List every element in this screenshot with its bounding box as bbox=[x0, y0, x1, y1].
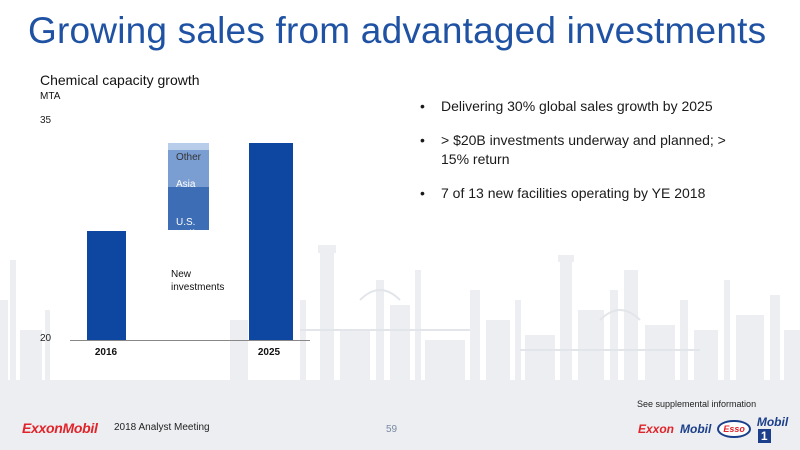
bullet-list: • Delivering 30% global sales growth by 2… bbox=[420, 97, 750, 218]
footer-meeting-name: 2018 Analyst Meeting bbox=[114, 422, 210, 433]
bar-2025 bbox=[249, 142, 293, 340]
bar-segment-other bbox=[168, 142, 209, 151]
esso-logo: Esso bbox=[717, 420, 751, 438]
bullet-item: • > $20B investments underway and planned… bbox=[420, 131, 750, 169]
exxonmobil-logo: ExxonMobil bbox=[22, 420, 98, 436]
slide-title: Growing sales from advantaged investment… bbox=[28, 10, 767, 51]
category-label-2016: 2016 bbox=[94, 347, 118, 358]
segment-label-asia: Asia bbox=[176, 179, 196, 190]
bar-2016 bbox=[87, 230, 126, 340]
segment-label-gulf: U.S. Gulf Coast bbox=[176, 217, 203, 252]
bullet-item: • Delivering 30% global sales growth by 2… bbox=[420, 97, 750, 116]
y-tick-bottom: 20 bbox=[40, 333, 52, 344]
bar-segment-us-gulf-coast bbox=[168, 186, 209, 231]
bullet-dot-icon: • bbox=[420, 98, 425, 114]
chart-unit: MTA bbox=[40, 91, 61, 102]
category-label-2025: 2025 bbox=[257, 347, 281, 358]
chart-title: Chemical capacity growth bbox=[40, 72, 200, 88]
mobil1-logo-text: Mobil bbox=[756, 415, 789, 429]
supplemental-note: See supplemental information bbox=[637, 399, 757, 409]
segment-label-other: Other bbox=[176, 152, 202, 163]
bullet-dot-icon: • bbox=[420, 132, 425, 148]
brand-logos: Exxon Mobil Esso Mobil1 bbox=[638, 415, 800, 443]
x-axis-line bbox=[70, 340, 310, 341]
bullet-text: 7 of 13 new facilities operating by YE 2… bbox=[441, 185, 706, 201]
bullet-text: > $20B investments underway and planned;… bbox=[441, 132, 726, 167]
bullet-dot-icon: • bbox=[420, 185, 425, 201]
page-number: 59 bbox=[386, 424, 398, 435]
bar-segment-asia bbox=[168, 150, 209, 187]
y-tick-top: 35 bbox=[40, 115, 52, 126]
bullet-item: • 7 of 13 new facilities operating by YE … bbox=[420, 184, 750, 203]
exxon-logo: Exxon bbox=[638, 422, 675, 436]
mobil1-logo: Mobil1 bbox=[757, 415, 800, 443]
new-investments-label: New investments bbox=[171, 269, 225, 293]
mobil-logo: Mobil bbox=[680, 422, 712, 436]
bullet-text: Delivering 30% global sales growth by 20… bbox=[441, 98, 713, 114]
mobil1-badge: 1 bbox=[757, 429, 771, 443]
